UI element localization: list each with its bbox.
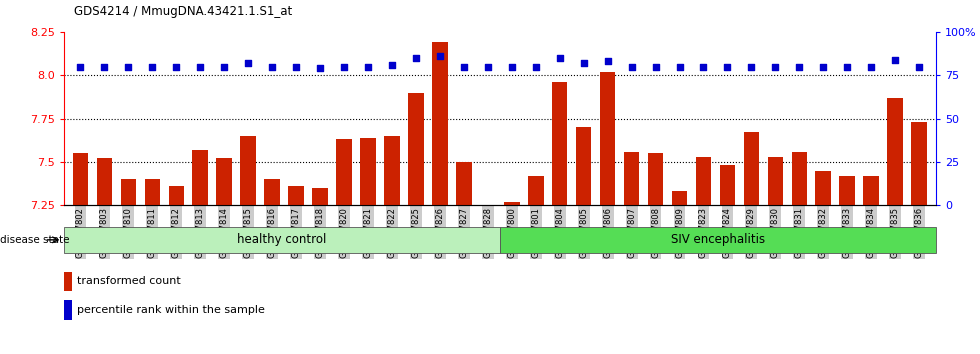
Point — [432, 53, 448, 59]
Bar — [840, 176, 855, 205]
Point — [744, 64, 760, 69]
Bar — [64, 227, 500, 253]
Bar — [217, 159, 232, 205]
Text: transformed count: transformed count — [77, 276, 181, 286]
Text: disease state: disease state — [0, 235, 70, 245]
Point — [815, 64, 831, 69]
Bar — [361, 138, 375, 205]
Bar — [64, 301, 73, 320]
Point — [240, 60, 256, 66]
Point — [73, 64, 88, 69]
Bar — [887, 98, 903, 205]
Point — [169, 64, 184, 69]
Point — [97, 64, 113, 69]
Point — [144, 64, 160, 69]
Bar — [384, 136, 400, 205]
Point — [696, 64, 711, 69]
Point — [217, 64, 232, 69]
Point — [648, 64, 663, 69]
Bar — [145, 179, 160, 205]
Bar — [648, 153, 663, 205]
Point — [192, 64, 208, 69]
Bar — [456, 162, 471, 205]
Point — [456, 64, 471, 69]
Bar — [97, 159, 113, 205]
Point — [480, 64, 496, 69]
Bar — [911, 122, 927, 205]
Bar — [719, 165, 735, 205]
Point — [408, 55, 423, 61]
Text: GDS4214 / MmugDNA.43421.1.S1_at: GDS4214 / MmugDNA.43421.1.S1_at — [74, 5, 292, 18]
Point — [623, 64, 639, 69]
Bar — [863, 176, 879, 205]
Bar — [192, 150, 208, 205]
Bar — [600, 72, 615, 205]
Text: SIV encephalitis: SIV encephalitis — [670, 233, 765, 246]
Bar — [73, 153, 88, 205]
Point — [792, 64, 808, 69]
Point — [767, 64, 783, 69]
Bar — [528, 176, 544, 205]
Bar — [744, 132, 760, 205]
Point — [336, 64, 352, 69]
Point — [384, 62, 400, 68]
Point — [911, 64, 927, 69]
Bar — [313, 188, 328, 205]
Point — [600, 58, 615, 64]
Bar — [767, 157, 783, 205]
Point — [671, 64, 687, 69]
Bar — [696, 157, 711, 205]
Text: healthy control: healthy control — [237, 233, 326, 246]
Point — [288, 64, 304, 69]
Bar — [504, 202, 519, 205]
Bar — [815, 171, 831, 205]
Point — [121, 64, 136, 69]
Bar — [576, 127, 592, 205]
Point — [887, 57, 903, 62]
Point — [361, 64, 376, 69]
Point — [863, 64, 879, 69]
Point — [265, 64, 280, 69]
Point — [840, 64, 856, 69]
Bar — [240, 136, 256, 205]
Bar — [121, 179, 136, 205]
Bar — [500, 227, 936, 253]
Point — [528, 64, 544, 69]
Bar — [288, 186, 304, 205]
Point — [576, 60, 592, 66]
Bar — [624, 152, 639, 205]
Bar — [408, 92, 423, 205]
Bar — [792, 152, 808, 205]
Point — [504, 64, 519, 69]
Point — [719, 64, 735, 69]
Bar — [552, 82, 567, 205]
Bar — [432, 42, 448, 205]
Bar — [64, 272, 73, 291]
Bar — [671, 192, 687, 205]
Point — [313, 65, 328, 71]
Bar — [265, 179, 280, 205]
Bar — [336, 139, 352, 205]
Bar — [169, 186, 184, 205]
Point — [552, 55, 567, 61]
Text: percentile rank within the sample: percentile rank within the sample — [77, 305, 266, 315]
